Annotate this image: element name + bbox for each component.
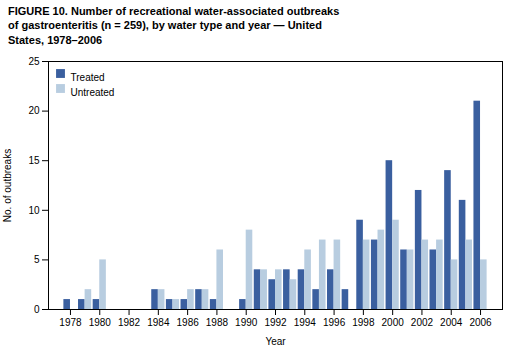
svg-text:1982: 1982 xyxy=(118,316,141,327)
svg-text:Treated: Treated xyxy=(71,71,105,82)
svg-text:10: 10 xyxy=(28,204,40,215)
svg-text:No. of outbreaks: No. of outbreaks xyxy=(2,149,13,222)
html-text:FIGURE 10. Number of recreatio: FIGURE 10. Number of recreational water-… xyxy=(8,5,340,46)
svg-text:1984: 1984 xyxy=(147,316,170,327)
svg-text:1990: 1990 xyxy=(235,316,258,327)
svg-text:5: 5 xyxy=(34,254,40,265)
svg-text:20: 20 xyxy=(28,105,40,116)
svg-text:25: 25 xyxy=(28,56,40,67)
svg-text:1986: 1986 xyxy=(177,316,200,327)
svg-text:1978: 1978 xyxy=(59,316,82,327)
svg-text:1988: 1988 xyxy=(206,316,229,327)
svg-text:Untreated: Untreated xyxy=(71,86,115,97)
svg-text:15: 15 xyxy=(28,155,40,166)
svg-text:2002: 2002 xyxy=(411,316,434,327)
svg-text:1992: 1992 xyxy=(264,316,287,327)
svg-text:2004: 2004 xyxy=(440,316,463,327)
svg-text:1998: 1998 xyxy=(352,316,375,327)
svg-text:1996: 1996 xyxy=(323,316,346,327)
svg-text:0: 0 xyxy=(34,304,40,315)
svg-text:1994: 1994 xyxy=(294,316,317,327)
svg-text:1980: 1980 xyxy=(89,316,112,327)
svg-text:2000: 2000 xyxy=(382,316,405,327)
svg-text:2006: 2006 xyxy=(469,316,492,327)
svg-text:Year: Year xyxy=(265,335,286,346)
